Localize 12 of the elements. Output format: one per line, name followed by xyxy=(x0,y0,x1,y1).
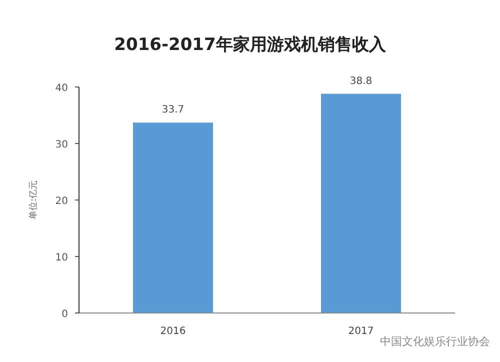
data-label: 33.7 xyxy=(162,104,184,116)
text: 中国文化娱乐行业协会 xyxy=(380,335,490,348)
y-tick-label: 40 xyxy=(55,83,68,94)
x-tick-label: 2017 xyxy=(348,326,374,337)
y-tick-label: 10 xyxy=(55,252,68,264)
data-label: 38.8 xyxy=(350,76,372,87)
y-axis-title: 单位:亿元 xyxy=(28,180,39,220)
x-tick-label: 2016 xyxy=(160,326,186,337)
y-tick-label: 0 xyxy=(62,309,68,320)
chart-title: 2016-2017年家用游戏机销售收入 xyxy=(114,35,387,55)
y-tick-label: 30 xyxy=(55,140,68,150)
y-tick-label: 20 xyxy=(55,196,68,207)
